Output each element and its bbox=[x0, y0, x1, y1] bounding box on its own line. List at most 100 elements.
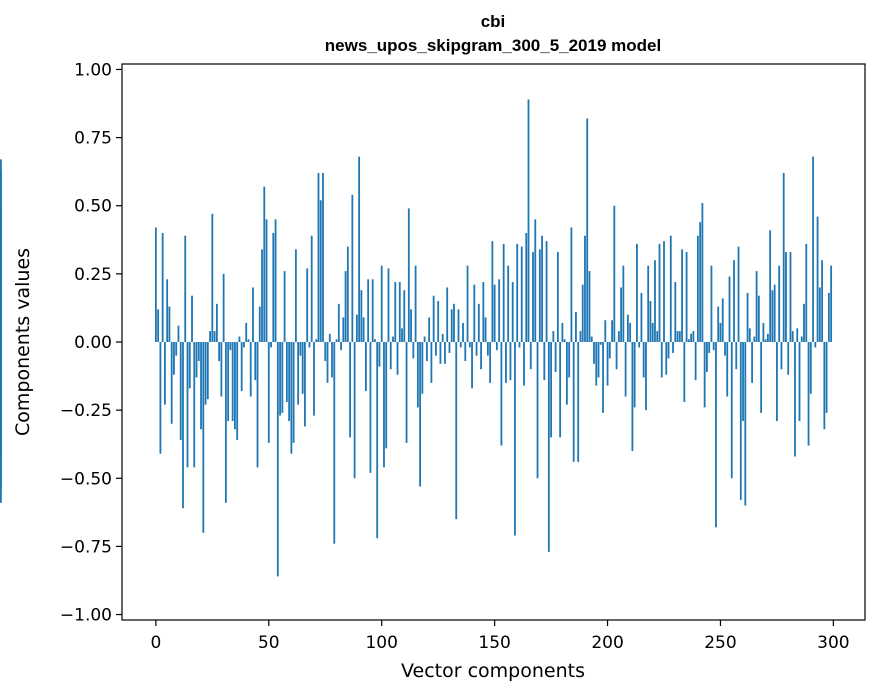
bar-109 bbox=[401, 328, 403, 342]
bar-217 bbox=[645, 342, 647, 411]
bar-243 bbox=[703, 342, 706, 408]
bar-110 bbox=[403, 290, 406, 342]
bar-250 bbox=[719, 322, 722, 342]
bar-220 bbox=[651, 322, 654, 342]
bar-285 bbox=[798, 342, 801, 422]
bar-205 bbox=[617, 331, 620, 342]
bar-136 bbox=[462, 322, 464, 342]
bar-260 bbox=[742, 342, 744, 422]
bar-139 bbox=[468, 342, 471, 348]
bar-125 bbox=[437, 301, 440, 342]
bar-174 bbox=[547, 342, 550, 552]
bar-206 bbox=[620, 287, 622, 342]
bar-54 bbox=[276, 342, 279, 577]
bar-79 bbox=[333, 342, 336, 544]
bar-67 bbox=[306, 268, 309, 342]
bar-253 bbox=[726, 342, 729, 397]
bar-211 bbox=[631, 342, 634, 452]
bar-101 bbox=[383, 342, 385, 468]
bar-43 bbox=[252, 287, 254, 342]
bar-289 bbox=[807, 342, 810, 446]
y-tick-label-4: 0.00 bbox=[74, 333, 112, 353]
bar-227 bbox=[667, 342, 670, 359]
bar-36 bbox=[236, 342, 239, 441]
bar-237 bbox=[690, 333, 693, 342]
bar-257 bbox=[735, 342, 738, 370]
bar-32 bbox=[227, 342, 230, 422]
bar-83 bbox=[342, 317, 345, 342]
bar-24 bbox=[209, 331, 211, 342]
bar-61 bbox=[292, 342, 295, 443]
bar-35 bbox=[234, 342, 236, 430]
bar-119 bbox=[423, 336, 426, 342]
bar-168 bbox=[534, 219, 537, 342]
x-tick-label-250: 250 bbox=[704, 633, 736, 653]
bar-127 bbox=[441, 333, 444, 342]
bar-175 bbox=[550, 342, 552, 438]
chart-subtitle: news_upos_skipgram_300_5_2019 model bbox=[325, 36, 661, 55]
bar-180 bbox=[561, 322, 564, 342]
x-tick-label-50: 50 bbox=[258, 633, 280, 653]
bar-161 bbox=[518, 342, 521, 348]
bar-233 bbox=[681, 249, 683, 342]
bar-99 bbox=[378, 342, 381, 367]
bar-287 bbox=[803, 303, 805, 342]
bar-108 bbox=[398, 282, 401, 342]
bar-102 bbox=[385, 342, 388, 449]
bar-216 bbox=[642, 342, 645, 378]
bar-29 bbox=[220, 342, 223, 397]
bar-130 bbox=[448, 342, 451, 353]
bar-93 bbox=[365, 342, 367, 392]
bar-85 bbox=[346, 246, 349, 342]
bar-8 bbox=[173, 342, 175, 375]
bar-254 bbox=[728, 276, 731, 342]
bar-154 bbox=[502, 243, 505, 342]
bar-230 bbox=[674, 282, 677, 342]
bar-146 bbox=[484, 317, 487, 342]
bar-193 bbox=[590, 336, 593, 342]
bar-296 bbox=[823, 342, 826, 430]
bar-199 bbox=[604, 320, 607, 342]
bar-15 bbox=[188, 342, 191, 389]
bar-151 bbox=[495, 342, 498, 351]
bar-268 bbox=[760, 342, 763, 413]
x-tick-label-0: 0 bbox=[150, 633, 161, 653]
y-tick-label-2: −0.50 bbox=[60, 469, 112, 489]
bar-163 bbox=[523, 342, 525, 386]
bar-261 bbox=[744, 342, 747, 506]
bar-162 bbox=[520, 246, 523, 342]
bar-116 bbox=[416, 342, 419, 408]
bar-192 bbox=[588, 271, 591, 342]
bar-245 bbox=[708, 342, 711, 353]
bar-159 bbox=[514, 342, 516, 536]
bar-169 bbox=[536, 342, 539, 479]
bar-166 bbox=[529, 342, 532, 370]
bar-39 bbox=[243, 342, 245, 348]
bar-286 bbox=[800, 336, 803, 342]
y-tick-label-3: −0.25 bbox=[60, 401, 112, 421]
bar-65 bbox=[301, 342, 304, 394]
bar-252 bbox=[724, 342, 726, 356]
bar-165 bbox=[527, 99, 530, 343]
bar-158 bbox=[511, 282, 514, 342]
bar-223 bbox=[658, 243, 661, 342]
bar-12 bbox=[182, 342, 184, 509]
bar-134 bbox=[457, 309, 460, 342]
bar-218 bbox=[647, 265, 650, 342]
bar-145 bbox=[482, 282, 485, 342]
bar-23 bbox=[206, 342, 209, 400]
bar-34 bbox=[231, 342, 234, 422]
bar-258 bbox=[737, 246, 740, 342]
bar-235 bbox=[685, 252, 688, 342]
bar-135 bbox=[459, 342, 462, 348]
bar-31 bbox=[224, 342, 227, 503]
bar-13 bbox=[184, 235, 187, 342]
bar-292 bbox=[814, 342, 817, 348]
bar-238 bbox=[692, 331, 695, 342]
y-tick-label-0: −1.00 bbox=[60, 606, 112, 626]
bar-278 bbox=[782, 173, 785, 342]
bar-20 bbox=[200, 342, 202, 430]
bar-147 bbox=[486, 342, 489, 356]
bar-167 bbox=[532, 252, 534, 342]
bar-273 bbox=[771, 290, 774, 342]
